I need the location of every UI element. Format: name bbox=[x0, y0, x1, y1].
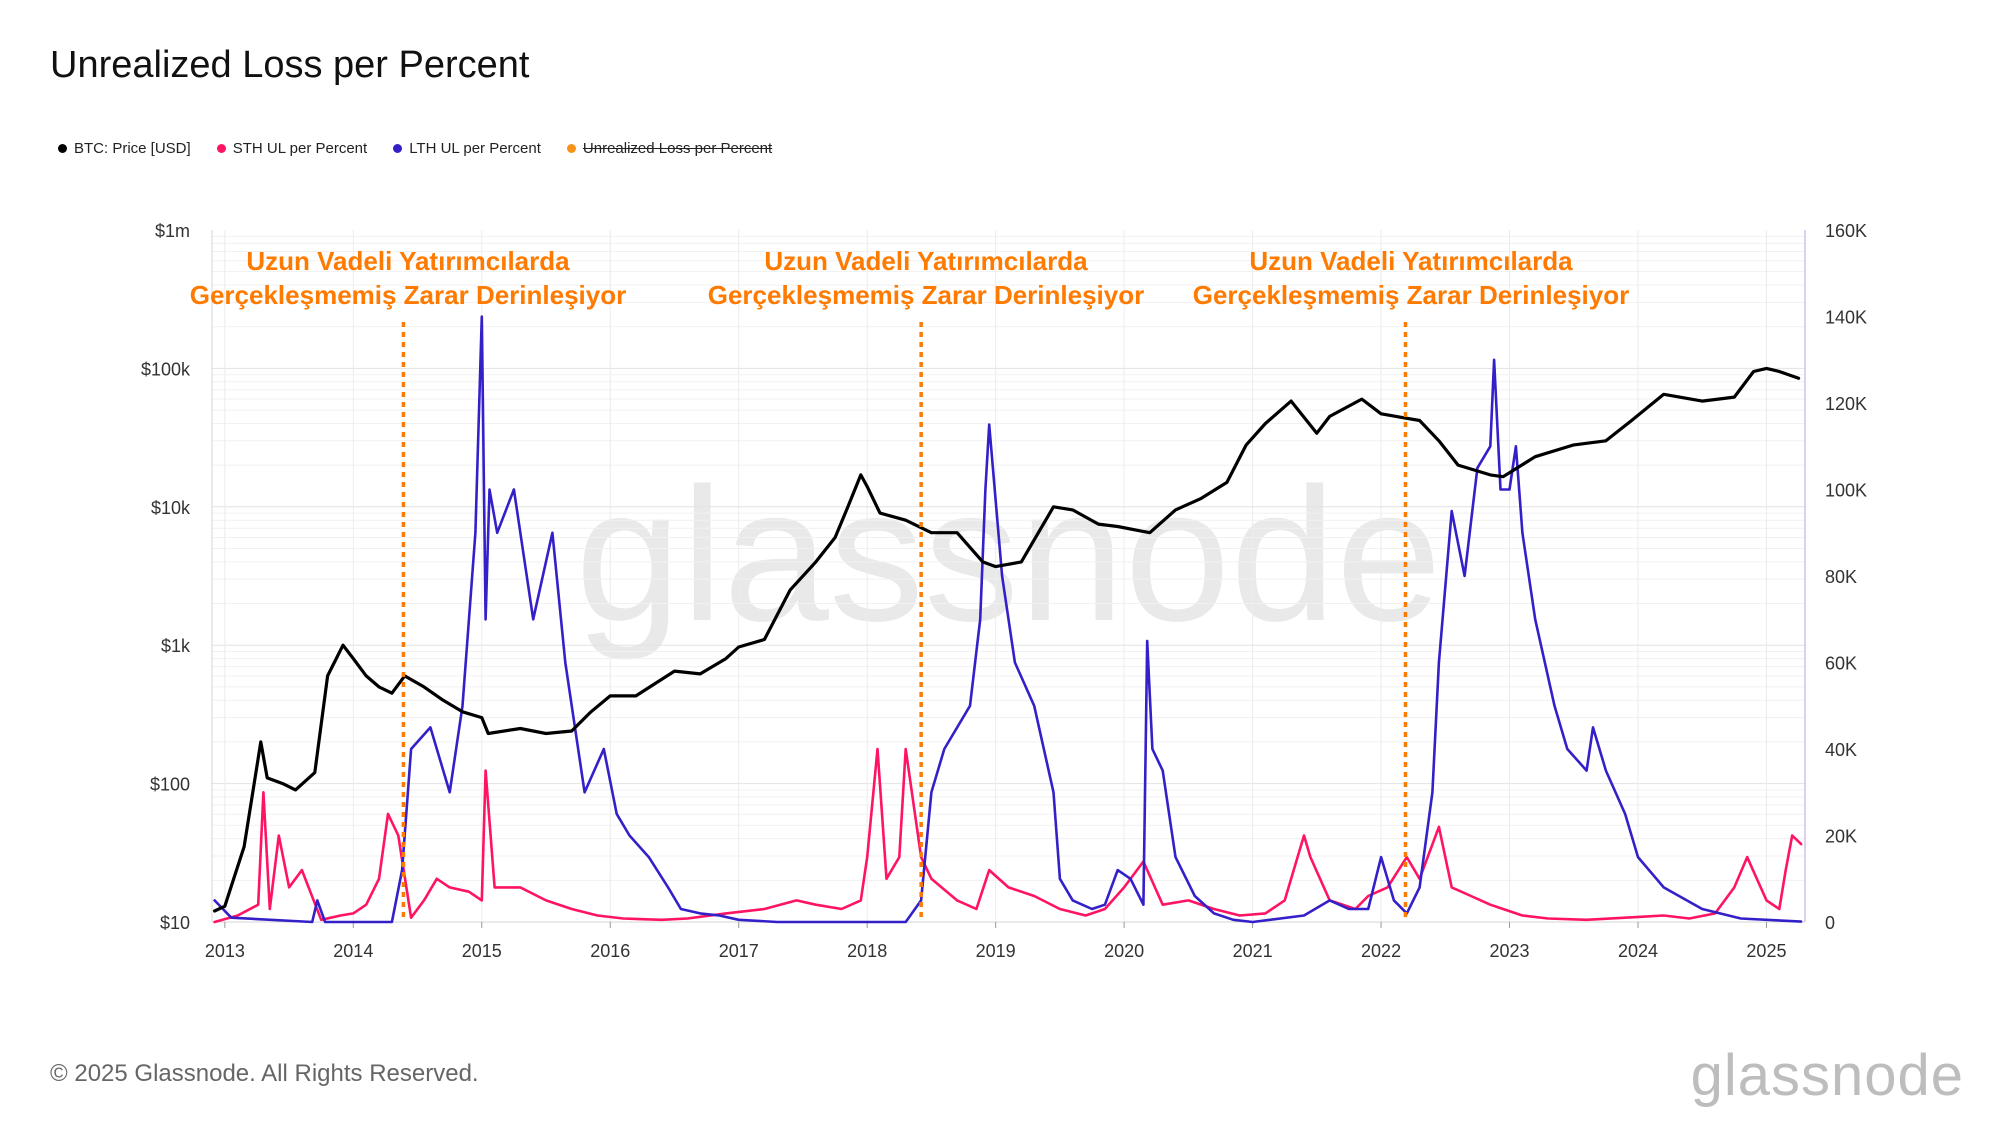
legend-label: LTH UL per Percent bbox=[409, 140, 541, 157]
lth-ul-line bbox=[213, 315, 1803, 924]
y-right-tick-label: 60K bbox=[1825, 654, 1857, 674]
y-left-tick-label: $10k bbox=[151, 498, 191, 518]
annotation-line-2: Gerçekleşmemiş Zarar Derinleşiyor bbox=[1192, 280, 1630, 310]
legend-item-lth-ul[interactable]: LTH UL per Percent bbox=[393, 140, 541, 157]
y-right-tick-label: 20K bbox=[1825, 827, 1857, 847]
annotation-3: Uzun Vadeli Yatırımcılarda Gerçekleşmemi… bbox=[1151, 244, 1671, 312]
x-tick-label: 2013 bbox=[205, 941, 245, 961]
y-right-tick-label: 100K bbox=[1825, 481, 1867, 501]
x-tick-label: 2019 bbox=[976, 941, 1016, 961]
legend-label: Unrealized Loss per Percent bbox=[582, 140, 773, 157]
x-tick-label: 2023 bbox=[1490, 941, 1530, 961]
annotation-2: Uzun Vadeli Yatırımcılarda Gerçekleşmemi… bbox=[666, 244, 1186, 312]
x-tick-label: 2017 bbox=[719, 941, 759, 961]
y-right-tick-label: 120K bbox=[1825, 394, 1867, 414]
x-tick-label: 2015 bbox=[462, 941, 502, 961]
annotation-line-1: Uzun Vadeli Yatırımcılarda bbox=[1249, 246, 1573, 276]
y-left-tick-label: $10 bbox=[160, 913, 190, 933]
legend-label: STH UL per Percent bbox=[232, 140, 368, 157]
x-tick-label: 2024 bbox=[1618, 941, 1658, 961]
annotation-line-2: Gerçekleşmemiş Zarar Derinleşiyor bbox=[189, 280, 627, 310]
lth-ul-dot-icon bbox=[393, 144, 403, 153]
sth-ul-dot-icon bbox=[216, 144, 226, 153]
annotation-line-1: Uzun Vadeli Yatırımcılarda bbox=[246, 246, 570, 276]
y-left-tick-label: $1k bbox=[161, 636, 191, 656]
x-tick-label: 2020 bbox=[1104, 941, 1144, 961]
x-tick-label: 2014 bbox=[333, 941, 373, 961]
copyright-text: © 2025 Glassnode. All Rights Reserved. bbox=[50, 1060, 479, 1087]
legend-item-unrealized-loss[interactable]: Unrealized Loss per Percent bbox=[566, 140, 773, 157]
x-tick-label: 2022 bbox=[1361, 941, 1401, 961]
y-left-tick-label: $100 bbox=[150, 775, 190, 795]
y-right-tick-label: 160K bbox=[1825, 221, 1867, 241]
y-right-tick-label: 140K bbox=[1825, 308, 1867, 328]
annotation-1: Uzun Vadeli Yatırımcılarda Gerçekleşmemi… bbox=[148, 244, 668, 312]
unrealized-loss-dot-icon bbox=[566, 144, 576, 153]
legend-item-sth-ul[interactable]: STH UL per Percent bbox=[216, 140, 368, 157]
y-right-tick-label: 80K bbox=[1825, 567, 1857, 587]
annotation-line-2: Gerçekleşmemiş Zarar Derinleşiyor bbox=[707, 280, 1145, 310]
y-right-tick-label: 0 bbox=[1825, 913, 1835, 933]
y-left-tick-label: $1m bbox=[155, 221, 190, 241]
x-tick-label: 2021 bbox=[1233, 941, 1273, 961]
x-tick-label: 2018 bbox=[847, 941, 887, 961]
brand-logo: glassnode bbox=[1690, 1043, 1964, 1108]
page-title: Unrealized Loss per Percent bbox=[50, 44, 530, 86]
x-tick-label: 2025 bbox=[1746, 941, 1786, 961]
y-right-tick-label: 40K bbox=[1825, 740, 1857, 760]
chart-legend: BTC: Price [USD] STH UL per Percent LTH … bbox=[58, 140, 772, 157]
annotation-line-1: Uzun Vadeli Yatırımcılarda bbox=[764, 246, 1088, 276]
legend-item-btc-price[interactable]: BTC: Price [USD] bbox=[58, 140, 191, 157]
legend-label: BTC: Price [USD] bbox=[74, 140, 191, 157]
y-left-tick-label: $100k bbox=[141, 359, 191, 379]
btc-price-line bbox=[213, 366, 1801, 913]
btc-price-dot-icon bbox=[58, 144, 67, 153]
x-tick-label: 2016 bbox=[590, 941, 630, 961]
watermark-text: glassnode bbox=[575, 449, 1441, 661]
sth-ul-line bbox=[213, 747, 1803, 924]
